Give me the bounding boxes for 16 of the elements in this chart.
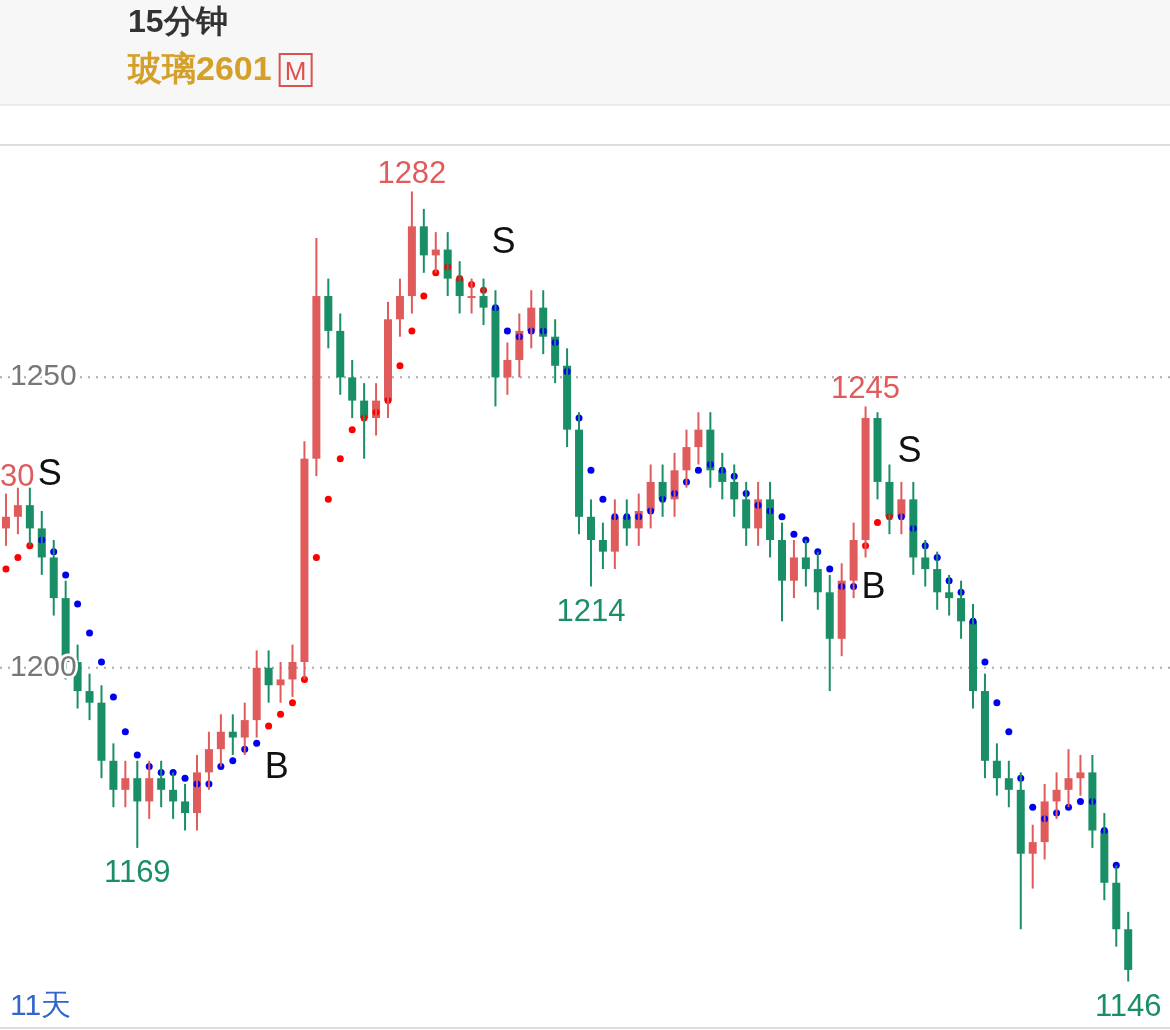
annotation: B	[264, 744, 289, 786]
annotation: 1214	[556, 592, 626, 628]
annotation: 30	[0, 457, 35, 493]
annotation: S	[491, 219, 516, 261]
annotation: 1282	[377, 155, 447, 191]
chart-title: 15分钟	[128, 3, 228, 39]
annotation: 1245	[831, 370, 901, 406]
x-axis-title: 11天	[10, 988, 72, 1021]
annotation: B	[861, 564, 886, 606]
annotation: 1169	[103, 853, 171, 889]
y-tick-label: 1250	[10, 358, 77, 392]
annotation: S	[37, 452, 62, 494]
text: M	[284, 56, 307, 86]
annotation: S	[897, 428, 922, 470]
chart-subtitle: 玻璃2601	[127, 49, 272, 87]
annotation: 1146	[1094, 987, 1162, 1023]
